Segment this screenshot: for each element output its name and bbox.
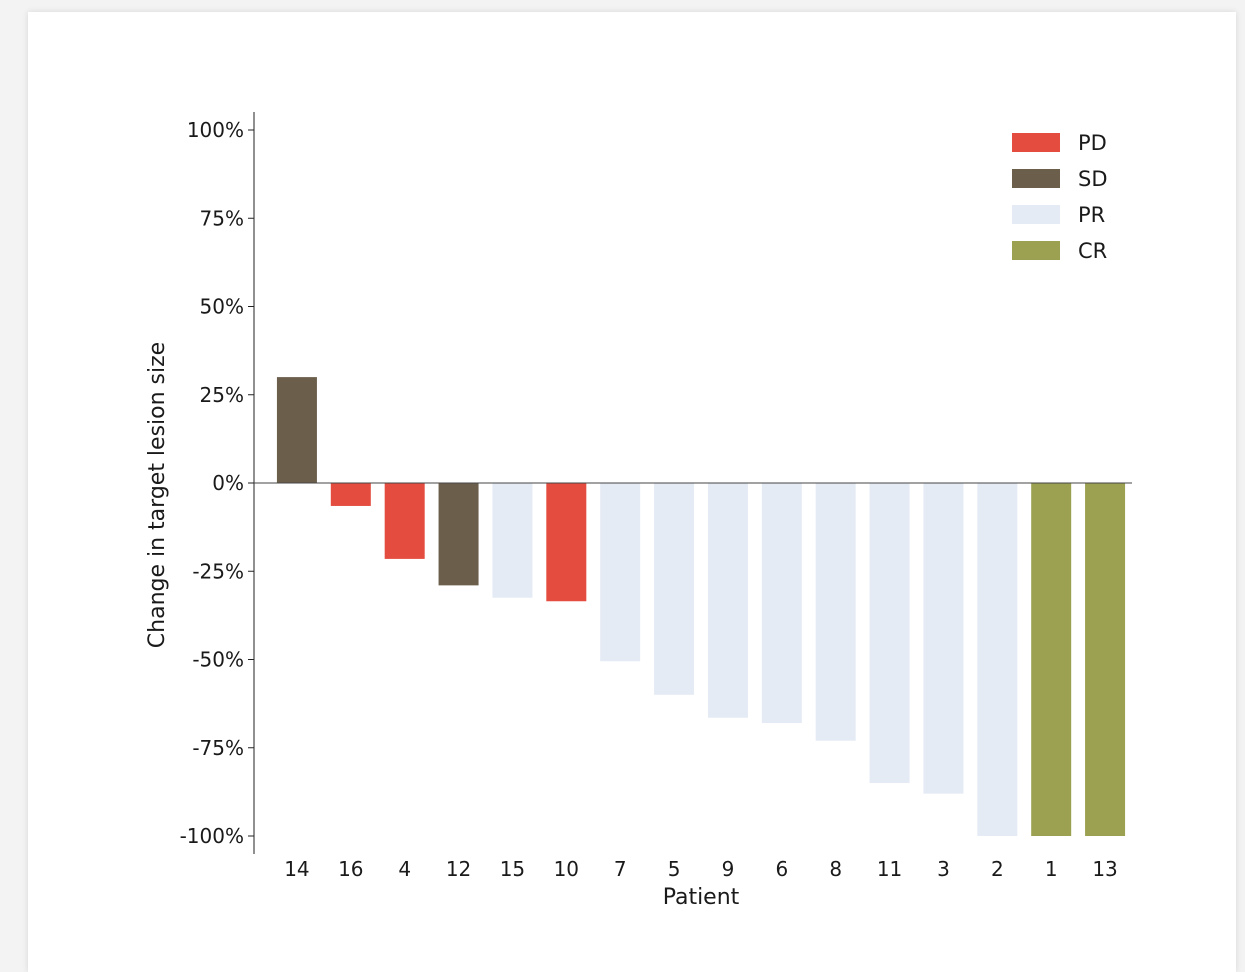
bar-patient-3 <box>923 483 964 794</box>
y-ticks-group: 100% 75% 50% 25% 0% -25% -50% -75% -100% <box>180 118 254 848</box>
legend-label-cr: CR <box>1078 239 1107 263</box>
x-tick-label: 10 <box>554 857 579 881</box>
bar-patient-14 <box>276 377 317 483</box>
bar-patient-13 <box>1085 483 1126 836</box>
x-tick-label: 5 <box>668 857 681 881</box>
y-tick-label: 100% <box>187 118 244 142</box>
legend-label-pr: PR <box>1078 203 1105 227</box>
chart-card: 100% 75% 50% 25% 0% -25% -50% -75% -100% 14 16 4 12… <box>28 12 1236 972</box>
bar-patient-7 <box>600 483 641 662</box>
x-tick-label: 16 <box>338 857 363 881</box>
x-tick-label: 13 <box>1092 857 1117 881</box>
bar-patient-5 <box>654 483 695 695</box>
bar-patient-6 <box>761 483 802 724</box>
legend-swatch-pd <box>1012 133 1060 152</box>
y-tick-label: -75% <box>192 736 244 760</box>
bar-patient-4 <box>384 483 425 559</box>
x-axis-label: Patient <box>663 885 740 910</box>
bar-patient-10 <box>546 483 587 602</box>
y-tick-label: -100% <box>180 824 244 848</box>
bar-patient-12 <box>438 483 479 586</box>
bar-patient-15 <box>492 483 533 598</box>
x-ticks-group: 14 16 4 12 15 10 7 5 9 6 8 11 3 2 1 13 <box>284 857 1118 881</box>
bars-group <box>276 377 1126 836</box>
legend: PD SD PR CR <box>1012 131 1108 263</box>
y-tick-label: 50% <box>200 295 244 319</box>
x-tick-label: 9 <box>722 857 735 881</box>
bar-patient-9 <box>707 483 748 718</box>
y-tick-label: -25% <box>192 559 244 583</box>
x-tick-label: 6 <box>775 857 788 881</box>
x-tick-label: 7 <box>614 857 627 881</box>
legend-swatch-sd <box>1012 169 1060 188</box>
x-tick-label: 11 <box>877 857 902 881</box>
bar-patient-1 <box>1031 483 1072 836</box>
legend-swatch-cr <box>1012 241 1060 260</box>
x-tick-label: 1 <box>1045 857 1058 881</box>
legend-swatch-pr <box>1012 205 1060 224</box>
y-tick-label: 75% <box>200 206 244 230</box>
waterfall-chart: 100%75%50%25%0%-25%-50%-75%-100% 14 16 4 12… <box>145 112 1132 910</box>
y-axis-label: Change in target lesion size <box>145 342 170 648</box>
bar-patient-2 <box>977 483 1018 836</box>
x-tick-label: 8 <box>829 857 842 881</box>
x-tick-label: 3 <box>937 857 950 881</box>
x-tick-label: 2 <box>991 857 1004 881</box>
x-tick-label: 14 <box>284 857 309 881</box>
y-tick-label: 25% <box>200 383 244 407</box>
legend-label-pd: PD <box>1078 131 1107 155</box>
bar-patient-16 <box>330 483 371 506</box>
x-tick-label: 15 <box>500 857 525 881</box>
bar-patient-11 <box>869 483 910 784</box>
x-tick-label: 4 <box>398 857 411 881</box>
y-tick-label: -50% <box>192 648 244 672</box>
bar-patient-8 <box>815 483 856 741</box>
legend-label-sd: SD <box>1078 167 1108 191</box>
x-tick-label: 12 <box>446 857 471 881</box>
y-tick-label: 0% <box>212 471 244 495</box>
